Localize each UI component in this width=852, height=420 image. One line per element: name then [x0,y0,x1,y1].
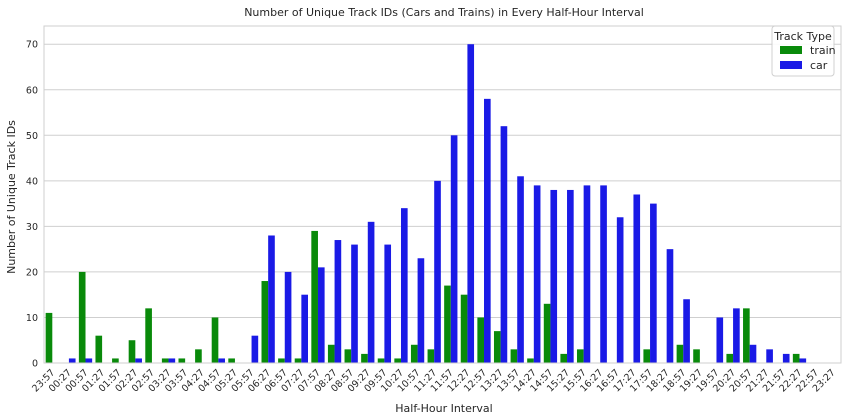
bar-car [650,203,657,363]
bar-train [377,358,385,363]
y-tick-label: 60 [26,85,38,96]
bar-train [543,303,551,363]
y-tick-label: 50 [26,131,38,142]
bar-car [135,358,142,363]
plot-frame [43,25,842,364]
bar-car [484,98,491,364]
bar-train [344,349,352,363]
bar-train [693,349,700,363]
bar-car [500,126,508,363]
bar-train [743,308,750,363]
bar-train [45,312,53,363]
bar-train [311,230,318,363]
bar-car [268,235,275,363]
bar-car [434,180,441,363]
bar-car [616,217,624,363]
bar-car [733,308,740,363]
bar-car [600,185,607,363]
x-axis-label: Half-Hour Interval [395,402,492,415]
bar-car [168,358,176,363]
bar-car [367,221,375,363]
bar-car [384,244,392,363]
bar-train [460,294,468,363]
legend-label-car: car [810,59,828,72]
bar-train [128,340,136,363]
bar-train [427,349,435,363]
x-tick-labels: 23:5700:2700:5701:2701:5702:2702:5703:27… [30,367,838,394]
bar-train [178,358,186,363]
legend: Track Type train car [771,25,836,77]
bar-car [567,189,574,363]
bar-car [68,358,76,363]
legend-swatch-car [780,61,802,69]
bar-car [666,249,674,363]
y-tick-label: 30 [26,222,38,233]
bar-car [550,189,558,363]
bar-train [726,353,734,363]
legend-title: Track Type [773,30,832,43]
chart-title: Number of Unique Track IDs (Cars and Tra… [244,6,644,19]
y-tick-label: 10 [26,313,38,324]
bar-train [493,331,501,363]
bar-train [527,358,534,363]
bar-train [78,271,86,363]
y-tick-label: 20 [26,267,38,278]
bar-car [533,185,541,363]
bar-car [400,208,408,363]
bar-car [782,353,790,363]
bar-train [576,349,584,363]
bar-car [417,258,425,363]
y-tick-label: 70 [26,40,38,51]
bar-train [792,353,800,363]
bar-train [327,344,335,363]
bar-car [284,271,292,363]
bar-train [643,349,651,363]
bars [45,44,807,364]
bar-car [251,335,259,363]
bar-car [683,299,690,363]
bar-train [477,317,485,363]
bar-train [510,349,518,363]
bar-car [517,176,524,363]
bar-train [261,281,269,363]
legend-swatch-train [780,46,802,54]
bar-train [211,317,219,363]
bar-car [716,317,724,363]
bar-train [145,308,152,363]
bar-car [749,344,757,363]
bar-car [799,358,807,363]
bar-car [351,244,358,363]
bar-train [228,358,235,363]
bar-train [410,344,418,363]
bar-car [467,44,475,363]
bar-train [444,285,451,363]
bar-car [85,358,93,363]
bar-train [361,353,368,363]
y-tick-label: 40 [26,176,38,187]
bar-car [334,240,342,363]
bar-car [633,194,641,363]
legend-label-train: train [810,44,836,57]
bar-car [218,358,225,363]
y-tick-label: 0 [32,359,38,370]
bar-train [112,358,119,363]
y-tick-labels: 0 10 20 30 40 50 60 70 [26,40,38,370]
bar-train [394,358,401,363]
bar-car [583,185,591,363]
bar-car [766,349,773,363]
bar-car [450,135,458,363]
bar-car [317,267,325,363]
bar-train [560,353,568,363]
bar-train [676,344,684,363]
y-gridlines [44,43,841,364]
bar-train [161,358,169,363]
bar-train [294,358,302,363]
bar-train [195,349,202,363]
y-axis-label: Number of Unique Track IDs [5,120,18,274]
bar-car [301,294,308,363]
bar-train [278,358,285,363]
bar-train [95,335,103,363]
